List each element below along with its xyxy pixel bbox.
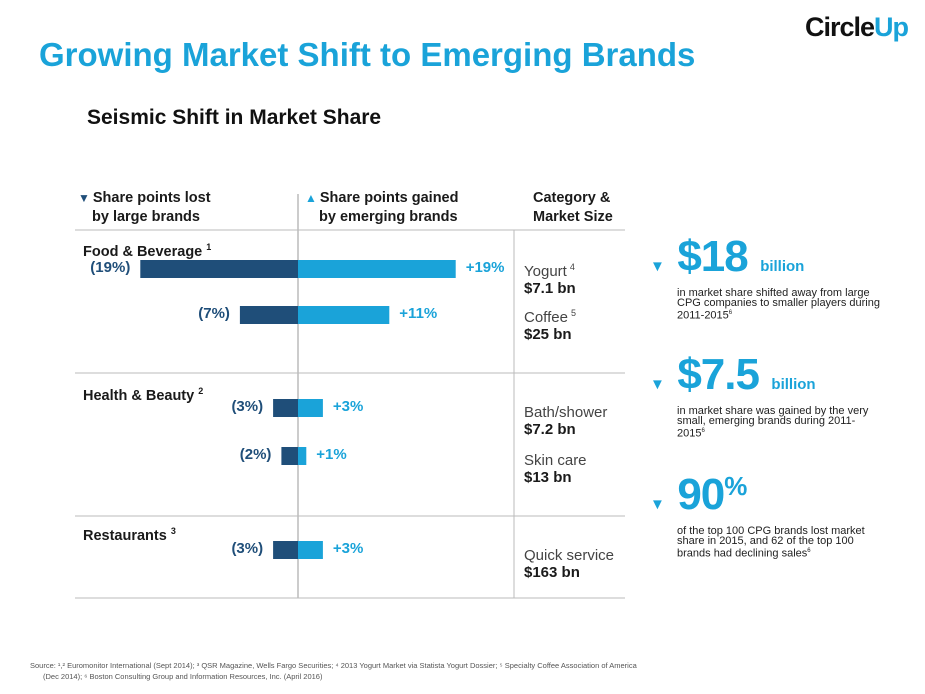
stat-7-5-billion: ▼ $7.5 billion in market share was gaine… [650,350,869,440]
label-gained-yogurt: +19% [465,259,505,276]
triangle-up-icon: ▲ [305,191,317,205]
bar-lost-skin-care [281,447,298,465]
label-lost-bath-shower: (3%) [231,398,264,415]
market-skin-care: Skin care $13 bn [524,452,587,486]
triangle-down-icon: ▼ [650,376,665,393]
triangle-down-icon: ▼ [650,258,665,275]
source-footnote: Source: ¹,² Euromonitor International (S… [30,661,637,681]
page-title: Growing Market Shift to Emerging Brands [39,36,696,73]
group-label-health-beauty: Health & Beauty 2 [83,386,204,404]
triangle-down-icon: ▼ [78,191,90,205]
stat-90-percent: ▼ 90% of the top 100 CPG brands lost mar… [650,470,865,560]
group-label-restaurants: Restaurants 3 [83,526,176,544]
label-lost-skin-care: (2%) [239,446,272,463]
chart-grid-lines [75,194,625,599]
bar-lost-coffee [239,306,298,324]
bar-gained-coffee [298,306,390,324]
label-gained-skin-care: +1% [316,446,347,463]
group-label-food-beverage: Food & Beverage 1 [83,242,212,260]
triangle-down-icon: ▼ [650,496,665,513]
page-subtitle: Seismic Shift in Market Share [87,106,382,129]
label-lost-yogurt: (19%) [90,259,131,276]
label-gained-quick-service: +3% [332,540,364,557]
label-lost-coffee: (7%) [198,305,230,322]
bar-gained-bath-shower [298,399,323,417]
market-quick-service: Quick service $163 bn [524,547,615,581]
bar-gained-quick-service [298,541,323,559]
header-share-gained: ▲ Share points gained by emerging brands [305,190,459,225]
label-lost-quick-service: (3%) [231,540,264,557]
header-category-market-size: Category & Market Size [533,190,613,225]
logo-text-up: Up [874,12,909,42]
circleup-logo: CircleUp [805,12,909,43]
market-coffee: Coffee 5 $25 bn [524,308,576,343]
header-share-lost: ▼ Share points lost by large brands [78,190,211,225]
bar-gained-yogurt [298,260,456,278]
logo-text-circle: Circle [805,12,875,42]
market-yogurt: Yogurt 4 $7.1 bn [524,262,576,297]
stat-18-billion: ▼ $18 billion in market share shifted aw… [650,232,880,322]
bar-gained-skin-care [298,447,307,465]
bar-lost-bath-shower [273,399,298,417]
bar-lost-yogurt [140,260,298,278]
bar-lost-quick-service [273,541,298,559]
label-gained-bath-shower: +3% [332,398,364,415]
market-bath-shower: Bath/shower $7.2 bn [524,404,608,438]
label-gained-coffee: +11% [399,305,438,322]
